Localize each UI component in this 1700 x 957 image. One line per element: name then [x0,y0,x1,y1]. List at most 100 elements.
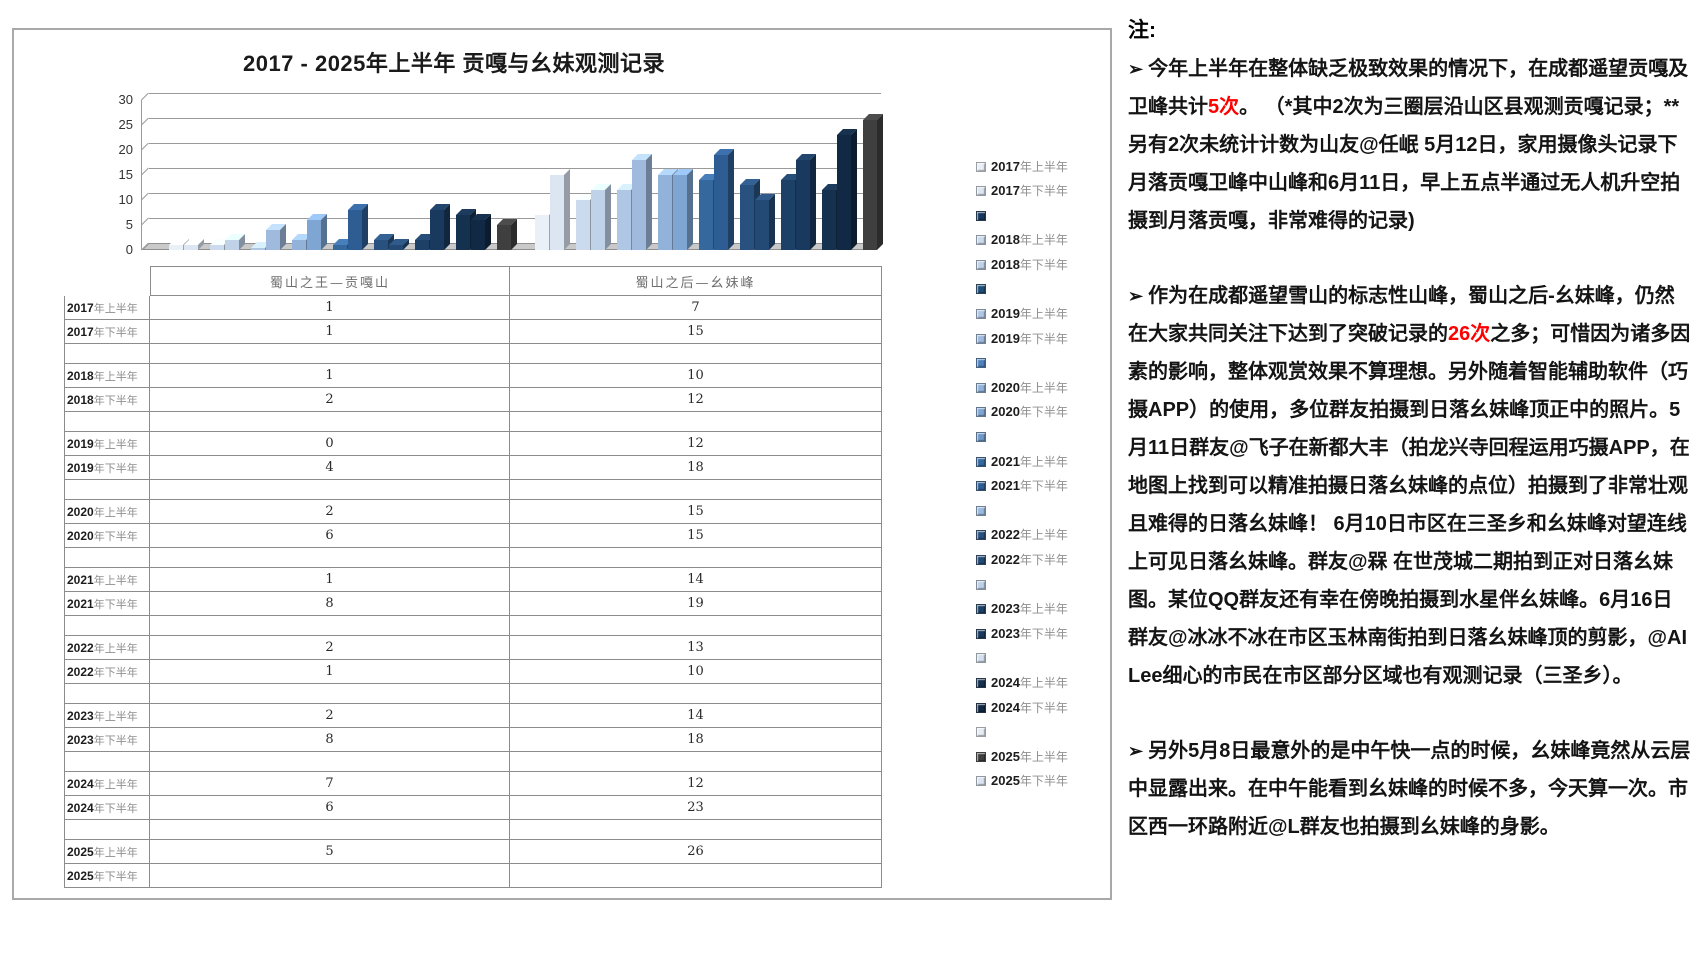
legend-swatch [976,309,986,320]
label-year: 2022 [67,664,94,679]
table-value-cell: 15 [510,524,882,548]
legend-swatch [976,456,986,467]
label-half: 年下半年 [93,529,138,543]
label-year: 2021 [67,572,94,587]
legend-item [976,653,1108,664]
table-row-label: 2018 年上半年 [64,364,150,388]
label-half: 年下半年 [1019,184,1068,199]
table-row: 2021 年下半年 8 19 [64,592,882,616]
legend-swatch [976,555,986,565]
table-blank-row [64,480,882,500]
table-blank-row [64,616,882,636]
bar-side-face [877,114,883,250]
legend-label: 2017年下半年 [991,182,1068,200]
table-value-cell [510,480,882,500]
legend-swatch [976,210,986,221]
table-row-label: 2021 年下半年 [64,592,150,616]
bar-2022年下半年 [755,194,775,250]
bar-side-face [321,214,327,250]
legend-label: 2024年下半年 [991,699,1068,717]
table-header-row: 蜀山之王—贡嘎山 蜀山之后—幺妹峰 [64,266,882,296]
table-row-label: 2025 年下半年 [64,864,150,888]
y-axis-tick-label: 5 [125,217,133,232]
table-value-cell: 2 [150,500,510,524]
note-paragraph: ➢ 另外5月8日最意外的是中午快一点的时候，幺妹峰竟然从云层中显露出来。在中午能… [1128,732,1692,846]
table-value-cell [150,412,510,432]
y-axis-tick-label: 10 [118,192,133,207]
grid-tick [141,192,149,201]
chart-plot-area: 0 5 10 15 20 25 30 [119,92,883,257]
legend-swatch [976,505,986,516]
label-half: 年上半年 [1019,233,1068,248]
legend-item: 2019年上半年 [976,306,1108,322]
bar-2023年下半年 [796,154,816,250]
table-row-label: 2017 年上半年 [64,296,150,320]
bar-side-face [728,149,734,250]
label-half: 年上半年 [1019,307,1068,322]
label-half: 年下半年 [1019,405,1068,420]
table-value-cell [150,684,510,704]
bar-2023年下半年 [430,204,450,250]
label-year: 2025 [67,868,94,883]
table-row-label [64,548,150,568]
table-row: 2025 年下半年 [64,864,882,888]
legend-label: 2021年下半年 [991,477,1068,495]
label-half: 年下半年 [93,801,138,815]
label-year: 2023 [991,625,1020,641]
legend-item [976,432,1108,443]
bar-2022年上半年 [740,179,760,250]
table-value-cell [510,344,882,364]
label-half: 年下半年 [1019,257,1068,272]
table-blank-row [64,752,882,772]
table-value-cell: 12 [510,432,882,456]
legend-label: 2023年上半年 [991,600,1068,618]
label-year: 2020 [991,379,1020,395]
table-value-cell: 1 [150,568,510,592]
bar-2017年下半年 [550,169,570,250]
table-value-cell: 26 [510,840,882,864]
table-value-cell: 4 [150,456,510,480]
table-row-label: 2022 年下半年 [64,660,150,684]
label-year: 2022 [67,640,94,655]
legend-label: 2022年下半年 [991,551,1068,569]
table-value-cell: 2 [150,636,510,660]
table-row: 2024 年上半年 7 12 [64,772,882,796]
table-row-label [64,820,150,840]
note-heading: 注: [1128,19,1156,42]
note-text: 另外5月8日最意外的是中午快一点的时候，幺妹峰竟然从云层中显露出来。在中午能看到… [1128,740,1691,838]
chart-legend: 2017年上半年 2017年下半年 2018年上半年 2018年下半年 2019年上半年… [976,159,1108,800]
label-half: 年上半年 [1019,528,1068,543]
note-highlight: 26次 [1448,323,1491,345]
table-row-label: 2021 年上半年 [64,568,150,592]
label-year: 2024 [67,776,94,791]
legend-item: 2024年上半年 [976,675,1108,690]
legend-item [976,358,1108,369]
bar-side-face [646,154,652,250]
legend-label: 2024年上半年 [991,674,1068,692]
legend-item: 2019年下半年 [976,331,1108,346]
legend-item: 2025年上半年 [976,749,1108,764]
bar-2024年下半年 [837,129,857,250]
legend-swatch [976,727,986,738]
legend-item: 2018年下半年 [976,257,1108,272]
table-value-cell: 6 [150,524,510,548]
label-half: 年上半年 [93,573,138,587]
label-half: 年上半年 [1019,159,1068,174]
label-half: 年上半年 [1019,602,1068,617]
label-year: 2019 [67,460,94,475]
table-value-cell [150,616,510,636]
table-value-cell: 15 [510,320,882,344]
table-value-cell: 10 [510,660,882,684]
table-column-header: 蜀山之王—贡嘎山 [150,266,510,296]
legend-item [976,579,1108,590]
label-year: 2018 [991,232,1020,248]
bullet-arrow-icon: ➢ [1128,59,1149,79]
table-row-label: 2023 年下半年 [64,728,150,752]
note-highlight: 5次 [1208,96,1240,118]
bar-2021年上半年 [699,174,719,250]
legend-swatch [976,235,986,246]
legend-label: 2019年下半年 [991,330,1068,348]
table-row-label [64,752,150,772]
table-value-cell [150,864,510,888]
label-year: 2017 [67,324,94,339]
